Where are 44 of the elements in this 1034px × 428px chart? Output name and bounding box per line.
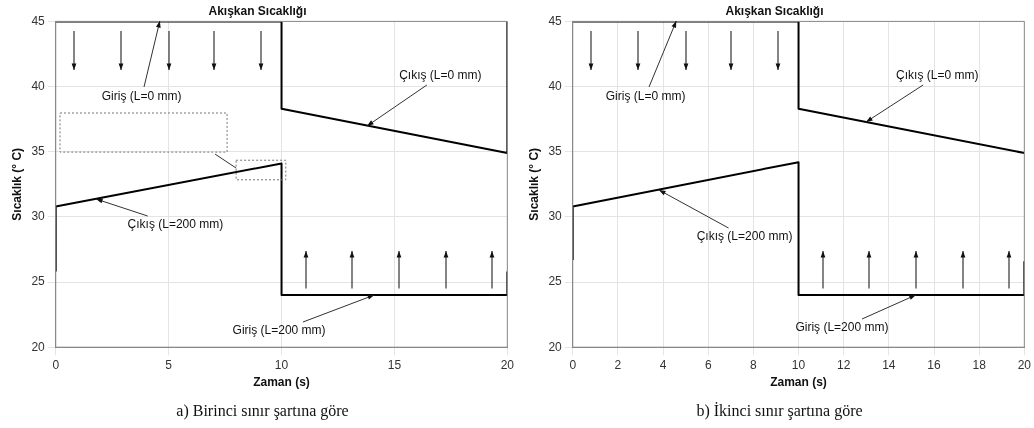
x-tick-label: 0 xyxy=(569,357,577,372)
x-tick-label: 4 xyxy=(659,357,667,372)
y-tick-label: 20 xyxy=(548,339,563,354)
y-tick-label: 25 xyxy=(31,274,46,289)
x-tick-label: 20 xyxy=(1017,357,1032,372)
y-tick-label: 40 xyxy=(548,78,563,93)
y-tick-label: 30 xyxy=(31,209,46,224)
annotation: Çıkış (L=200 mm) xyxy=(696,228,793,243)
y-tick-label: 25 xyxy=(548,274,563,289)
x-tick-label: 16 xyxy=(927,357,941,372)
annotation: Çıkış (L=0 mm) xyxy=(896,68,979,83)
annotation: Giriş (L=0 mm) xyxy=(605,88,686,103)
y-tick-label: 30 xyxy=(548,209,563,224)
text: b) İkinci sınır şartına göre xyxy=(696,402,863,421)
x-axis-title: Zaman (s) xyxy=(770,375,827,390)
text: a) Birinci sınır şartına göre xyxy=(176,402,349,421)
x-tick-label: 10 xyxy=(791,357,806,372)
x-tick-label: 0 xyxy=(52,357,60,372)
annotation: Giriş (L=200 mm) xyxy=(795,320,889,335)
annotation: Giriş (L=0 mm) xyxy=(101,88,182,103)
y-axis-title: Sıcaklık (° C) xyxy=(9,147,24,221)
y-tick-label: 45 xyxy=(31,13,46,28)
x-tick-label: 6 xyxy=(704,357,712,372)
y-tick-label: 35 xyxy=(548,144,563,159)
x-tick-label: 20 xyxy=(500,357,515,372)
y-axis-title: Sıcaklık (° C) xyxy=(526,147,541,221)
x-axis-title: Zaman (s) xyxy=(253,375,310,390)
x-tick-label: 15 xyxy=(387,357,402,372)
chart-title: Akışkan Sıcaklığı xyxy=(725,3,824,18)
y-tick-label: 45 xyxy=(548,13,563,28)
x-tick-label: 10 xyxy=(274,357,289,372)
x-tick-label: 8 xyxy=(750,357,758,372)
x-tick-label: 12 xyxy=(837,357,851,372)
annotation: Çıkış (L=0 mm) xyxy=(399,67,482,82)
annotation: Çıkış (L=200 mm) xyxy=(127,216,224,231)
y-tick-label: 20 xyxy=(31,339,46,354)
y-tick-label: 40 xyxy=(31,78,46,93)
x-tick-label: 18 xyxy=(972,357,987,372)
x-tick-label: 2 xyxy=(614,357,622,372)
x-tick-label: 5 xyxy=(165,357,173,372)
chart-title: Akışkan Sıcaklığı xyxy=(208,3,307,18)
x-tick-label: 14 xyxy=(882,357,896,372)
y-tick-label: 35 xyxy=(31,144,46,159)
annotation: Giriş (L=200 mm) xyxy=(232,323,326,338)
